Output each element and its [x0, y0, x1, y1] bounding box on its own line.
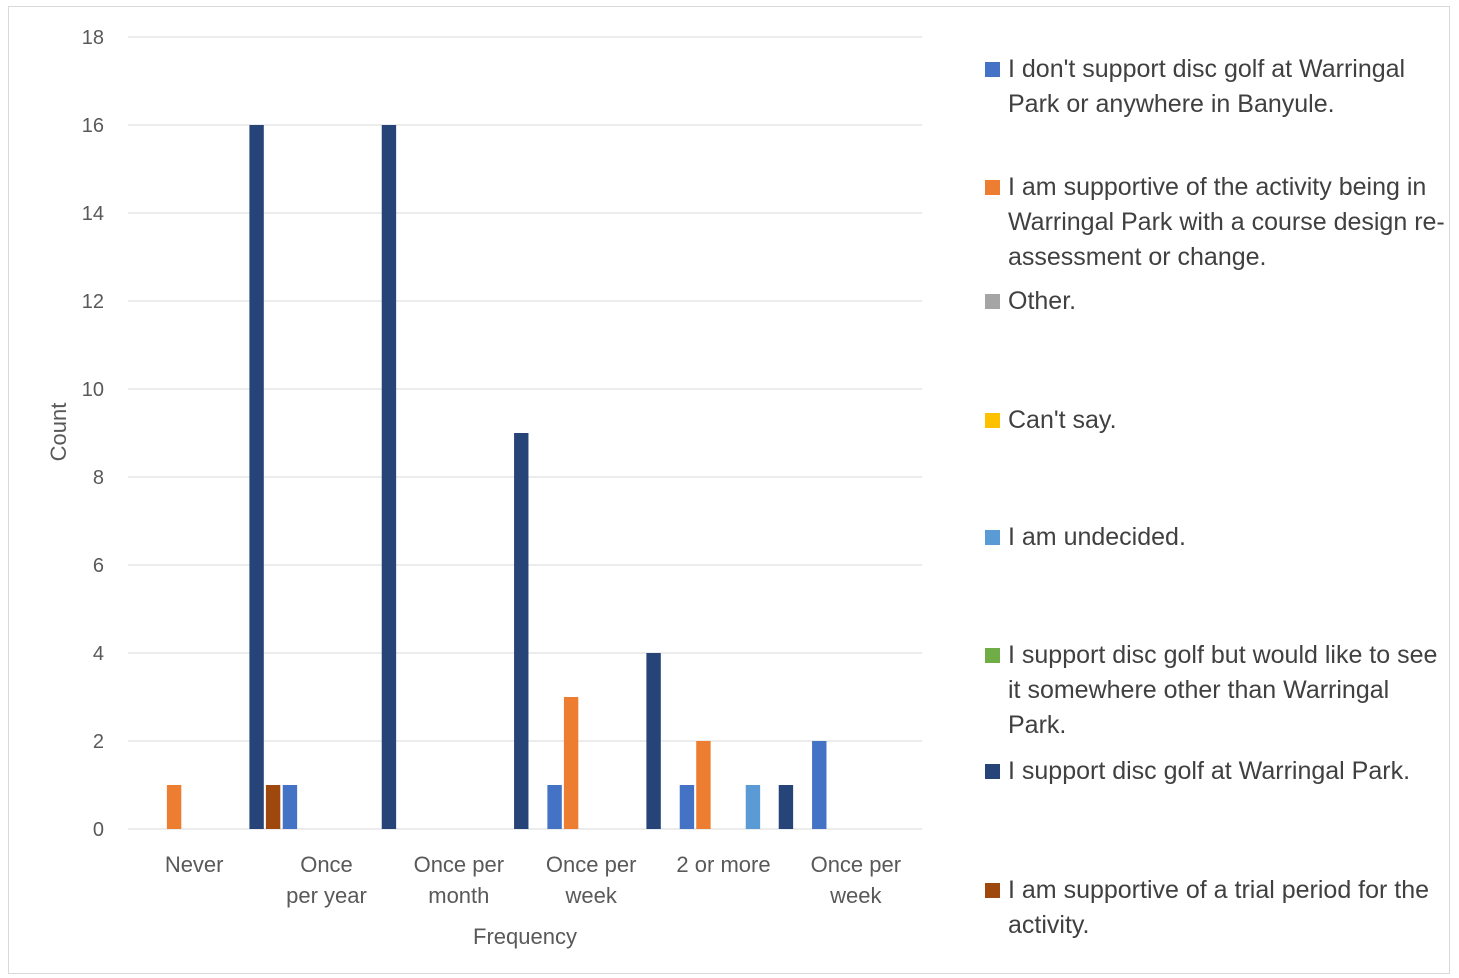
y-tick-label: 8 [93, 467, 104, 489]
legend-swatch [985, 413, 1000, 428]
x-category-line: month [428, 883, 489, 908]
bar [563, 697, 579, 829]
legend-label: I support disc golf at Warringal Park. [1008, 757, 1411, 785]
legend-label: I am supportive of a trial period for th… [1008, 876, 1430, 939]
legend-swatch [985, 883, 1000, 898]
x-category-label: Once per week [811, 852, 902, 908]
y-tick-label: 2 [93, 731, 104, 753]
y-tick-label: 12 [82, 291, 104, 313]
y-axis-title: Count [46, 403, 71, 462]
x-category-label: 2 or more [676, 852, 770, 877]
legend-item: Can't say. [985, 403, 1453, 438]
legend-swatch [985, 648, 1000, 663]
legend-swatch [985, 62, 1000, 77]
legend-item: Other. [985, 284, 1453, 319]
legend-label: Other. [1008, 287, 1077, 315]
bar [282, 785, 298, 829]
x-category-label: Never [165, 852, 224, 877]
bar [547, 785, 562, 829]
x-axis-title: Frequency [473, 924, 577, 949]
bar [812, 741, 827, 829]
bar [646, 653, 661, 829]
x-axis-categories: Never Once per year Once per month Once per we… [165, 852, 901, 908]
bar [679, 785, 695, 829]
bar [249, 125, 264, 829]
bar [696, 741, 711, 829]
legend-swatch [985, 530, 1000, 545]
legend-item: I support disc golf at Warringal Park. [985, 754, 1453, 789]
x-category-line: Once per [811, 852, 902, 877]
bar [166, 785, 182, 829]
bar [265, 785, 281, 829]
legend-item: I support disc golf but would like to se… [985, 638, 1453, 743]
bar [745, 785, 761, 829]
y-tick-label: 6 [93, 555, 104, 577]
x-category-line: 2 or more [676, 852, 770, 877]
y-tick-label: 18 [82, 27, 104, 49]
legend-item: I am supportive of the activity being in… [985, 170, 1453, 275]
legend-item: I am supportive of a trial period for th… [985, 873, 1453, 943]
legend-label: I don't support disc golf at Warringal P… [1008, 55, 1406, 118]
legend-label: I am supportive of the activity being in… [1008, 173, 1445, 271]
y-axis-ticks: 0 2 4 6 8 10 12 14 16 18 [82, 27, 104, 841]
bar [514, 433, 529, 829]
x-category-label: Once per week [546, 852, 637, 908]
y-tick-label: 16 [82, 115, 104, 137]
x-category-label: Once per month [414, 852, 505, 908]
x-category-label: Once per year [286, 852, 367, 908]
legend-label: I support disc golf but would like to se… [1008, 641, 1438, 739]
x-category-line: Once per [546, 852, 637, 877]
bar [778, 785, 794, 829]
x-category-line: per year [286, 883, 367, 908]
bars [166, 125, 827, 829]
legend-swatch [985, 294, 1000, 309]
legend-item: I don't support disc golf at Warringal P… [985, 52, 1453, 122]
x-category-line: week [829, 883, 882, 908]
x-category-line: Never [165, 852, 224, 877]
legend-label: I am undecided. [1008, 523, 1186, 551]
legend-label: Can't say. [1008, 406, 1117, 434]
legend-item: I am undecided. [985, 520, 1453, 555]
x-category-line: week [564, 883, 617, 908]
y-tick-label: 10 [82, 379, 104, 401]
chart-frame [8, 6, 1450, 974]
y-tick-label: 0 [93, 819, 104, 841]
y-tick-label: 4 [93, 643, 104, 665]
bar [381, 125, 397, 829]
legend-swatch [985, 764, 1000, 779]
y-tick-label: 14 [82, 203, 104, 225]
x-category-line: Once [300, 852, 353, 877]
legend-swatch [985, 180, 1000, 195]
x-category-line: Once per [414, 852, 505, 877]
